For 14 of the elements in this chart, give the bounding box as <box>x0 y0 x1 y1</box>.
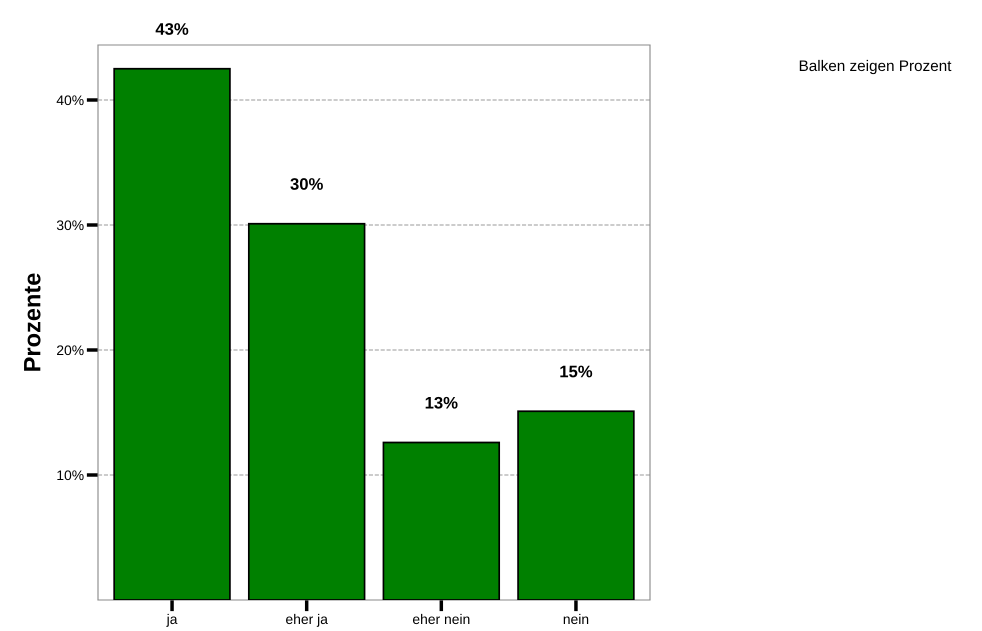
x-tick-label: eher ja <box>286 614 328 627</box>
y-tick-label: 30% <box>56 220 84 230</box>
x-tick-label: nein <box>564 614 588 624</box>
data-label: 30% <box>290 178 323 190</box>
y-tick-label: 40% <box>56 95 84 106</box>
data-label: 15% <box>560 366 592 378</box>
text: Balken zeigen Prozent <box>800 60 952 74</box>
data-label: 43% <box>156 23 188 35</box>
data-label: 13% <box>426 396 458 409</box>
x-tick-label: eher nein <box>412 614 470 624</box>
y-tick-label: 20% <box>57 345 84 356</box>
y-axis-title: Prozente <box>24 273 41 371</box>
y-tick-label: 10% <box>57 470 84 480</box>
x-tick-label: ja <box>166 614 178 627</box>
